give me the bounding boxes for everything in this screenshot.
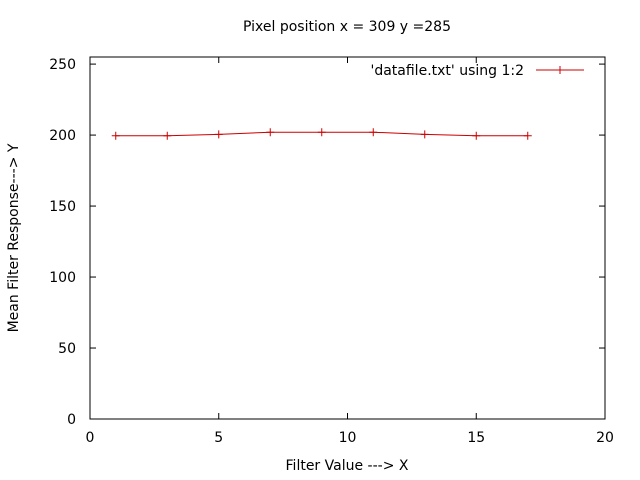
x-tick-label: 5 (214, 430, 223, 446)
chart-title: Pixel position x = 309 y =285 (243, 19, 451, 35)
y-tick-label: 200 (49, 128, 76, 144)
x-axis: 0 5 10 15 20 (86, 57, 614, 446)
x-tick-label: 15 (467, 430, 485, 446)
series-group (111, 128, 532, 140)
data-point-marker (420, 130, 429, 139)
data-point-marker (369, 128, 378, 137)
plot-frame (89, 56, 606, 420)
legend-label: 'datafile.txt' using 1:2 (370, 63, 524, 79)
y-tick-label: 250 (49, 57, 76, 73)
data-point-marker (266, 128, 275, 137)
x-axis-label: Filter Value ---> X (286, 458, 409, 474)
legend-marker (556, 66, 564, 74)
data-point-marker (472, 131, 481, 140)
data-point-marker (163, 131, 172, 140)
data-point-marker (523, 131, 532, 140)
y-tick-label: 0 (67, 412, 76, 428)
y-tick-label: 150 (49, 199, 76, 215)
x-tick-label: 0 (86, 430, 95, 446)
y-tick-label: 100 (49, 270, 76, 286)
data-point-marker (317, 128, 326, 137)
x-tick-label: 20 (596, 430, 614, 446)
y-axis: 0 50 100 150 200 250 (49, 57, 605, 428)
x-tick-label: 10 (339, 430, 357, 446)
data-point-marker (214, 130, 223, 139)
y-axis-label: Mean Filter Response---> Y (6, 143, 22, 332)
legend: 'datafile.txt' using 1:2 (370, 63, 584, 79)
data-point-marker (111, 131, 120, 140)
y-tick-label: 50 (58, 341, 76, 357)
